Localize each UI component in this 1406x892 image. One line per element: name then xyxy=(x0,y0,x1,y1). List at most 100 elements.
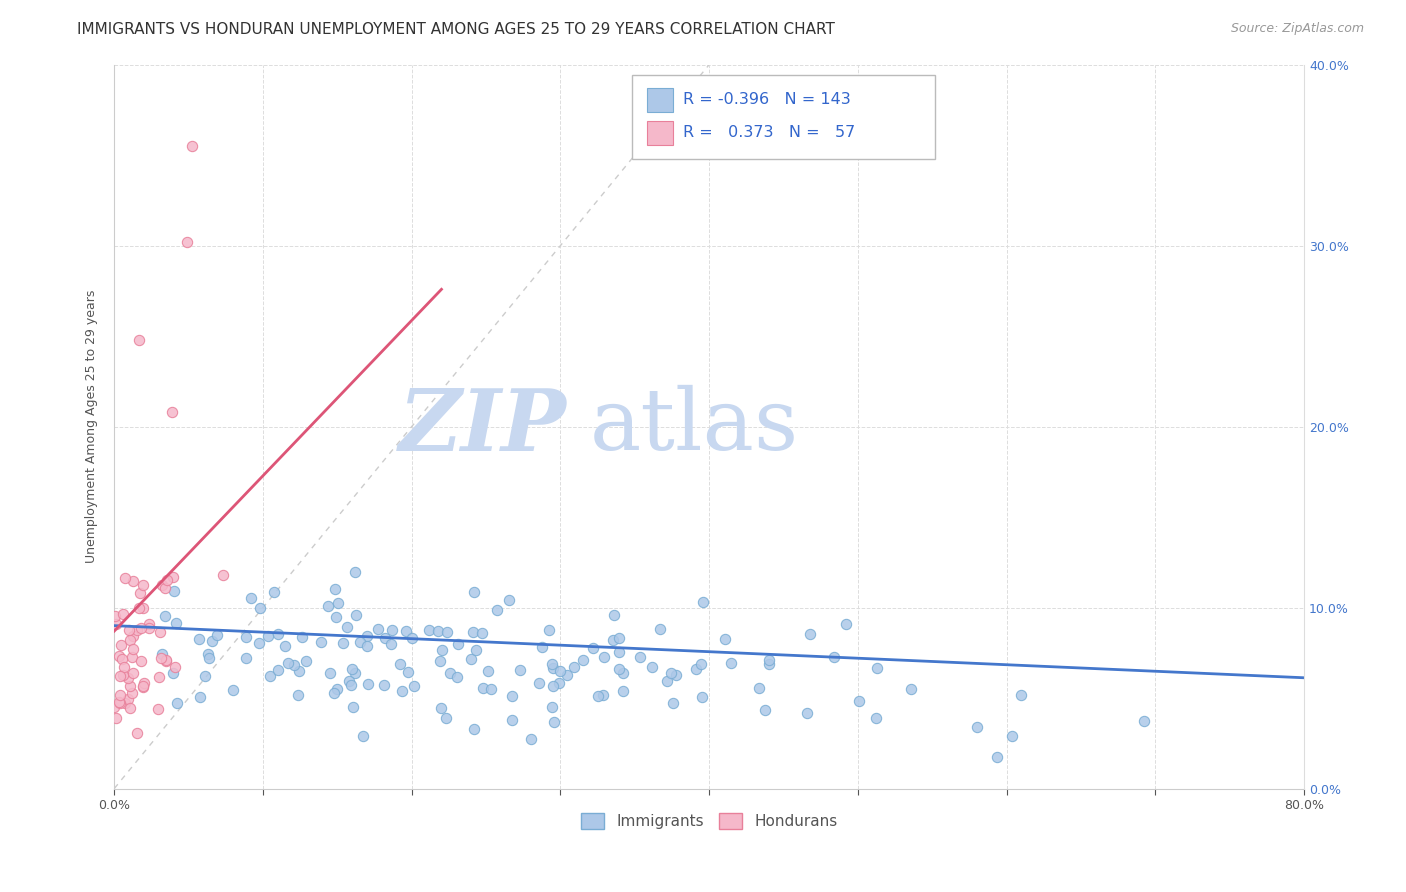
Point xyxy=(434,711,457,725)
Point xyxy=(148,670,170,684)
Point xyxy=(373,678,395,692)
Point xyxy=(131,601,153,615)
Point xyxy=(326,596,349,610)
Point xyxy=(129,654,152,668)
Point xyxy=(263,584,285,599)
Point xyxy=(212,567,235,582)
Point xyxy=(429,654,451,668)
Point xyxy=(966,720,988,734)
Point xyxy=(165,615,187,630)
Point xyxy=(150,651,173,665)
Text: atlas: atlas xyxy=(591,385,800,468)
Point xyxy=(430,642,453,657)
Point xyxy=(498,593,520,607)
Legend: Immigrants, Hondurans: Immigrants, Hondurans xyxy=(575,807,844,835)
Point xyxy=(582,641,605,656)
Text: ZIP: ZIP xyxy=(398,384,567,468)
Point xyxy=(548,676,571,690)
Point xyxy=(125,726,148,740)
Point xyxy=(479,681,502,696)
Point xyxy=(509,663,531,677)
Point xyxy=(277,656,299,670)
Point xyxy=(121,686,143,700)
Point xyxy=(527,675,550,690)
Point xyxy=(249,600,271,615)
Point xyxy=(501,713,523,727)
Point xyxy=(447,637,470,651)
Point xyxy=(117,692,139,706)
Point xyxy=(602,607,624,622)
Point xyxy=(835,617,858,632)
Point xyxy=(436,624,458,639)
Point xyxy=(714,632,737,646)
Point xyxy=(197,650,219,665)
Point xyxy=(259,668,281,682)
Point xyxy=(129,585,152,599)
Point xyxy=(796,706,818,720)
Point xyxy=(340,662,363,676)
Point xyxy=(138,617,160,632)
Point xyxy=(720,656,742,670)
Point xyxy=(592,650,614,665)
Point xyxy=(114,696,136,710)
Text: IMMIGRANTS VS HONDURAN UNEMPLOYMENT AMONG AGES 25 TO 29 YEARS CORRELATION CHART: IMMIGRANTS VS HONDURAN UNEMPLOYMENT AMON… xyxy=(77,22,835,37)
Point xyxy=(291,630,314,644)
Point xyxy=(486,603,509,617)
Point xyxy=(235,651,257,665)
Point xyxy=(108,688,131,702)
Point xyxy=(748,681,770,695)
Point xyxy=(311,634,333,648)
Point xyxy=(287,689,309,703)
Point xyxy=(155,608,177,623)
Point xyxy=(188,690,211,705)
Point xyxy=(866,661,889,675)
FancyBboxPatch shape xyxy=(631,76,935,159)
Point xyxy=(477,664,499,678)
Point xyxy=(239,591,262,605)
Point xyxy=(153,581,176,595)
Y-axis label: Unemployment Among Ages 25 to 29 years: Unemployment Among Ages 25 to 29 years xyxy=(86,290,98,563)
Point xyxy=(690,657,713,672)
Point xyxy=(543,679,565,693)
Text: R =   0.373   N =   57: R = 0.373 N = 57 xyxy=(683,125,855,140)
Point xyxy=(648,622,671,636)
Point xyxy=(112,660,135,674)
Point xyxy=(162,666,184,681)
Point xyxy=(132,679,155,693)
Point xyxy=(150,577,173,591)
Point xyxy=(401,631,423,645)
Point xyxy=(319,665,342,680)
Point xyxy=(344,565,367,579)
Point xyxy=(685,662,707,676)
Point xyxy=(609,662,631,676)
Point xyxy=(848,694,870,708)
Point xyxy=(323,582,346,597)
Point xyxy=(131,577,153,591)
Point xyxy=(540,699,562,714)
Point xyxy=(1132,714,1154,728)
Point xyxy=(460,652,482,666)
Point xyxy=(266,627,288,641)
Bar xyxy=(647,121,673,145)
Point xyxy=(117,671,139,685)
Point xyxy=(352,729,374,743)
Point xyxy=(188,632,211,646)
Point xyxy=(396,665,419,679)
Point xyxy=(659,666,682,681)
Point xyxy=(121,641,143,656)
Point xyxy=(105,711,128,725)
Point xyxy=(235,630,257,644)
Point xyxy=(108,695,131,709)
Point xyxy=(592,689,614,703)
Point xyxy=(146,702,169,716)
Point xyxy=(114,571,136,585)
Point xyxy=(340,678,363,692)
Point xyxy=(374,632,396,646)
Point xyxy=(602,632,624,647)
Point xyxy=(461,624,484,639)
Point xyxy=(799,626,821,640)
Point xyxy=(367,622,389,636)
Point xyxy=(108,696,131,710)
Point xyxy=(548,665,571,679)
Point xyxy=(758,657,780,671)
